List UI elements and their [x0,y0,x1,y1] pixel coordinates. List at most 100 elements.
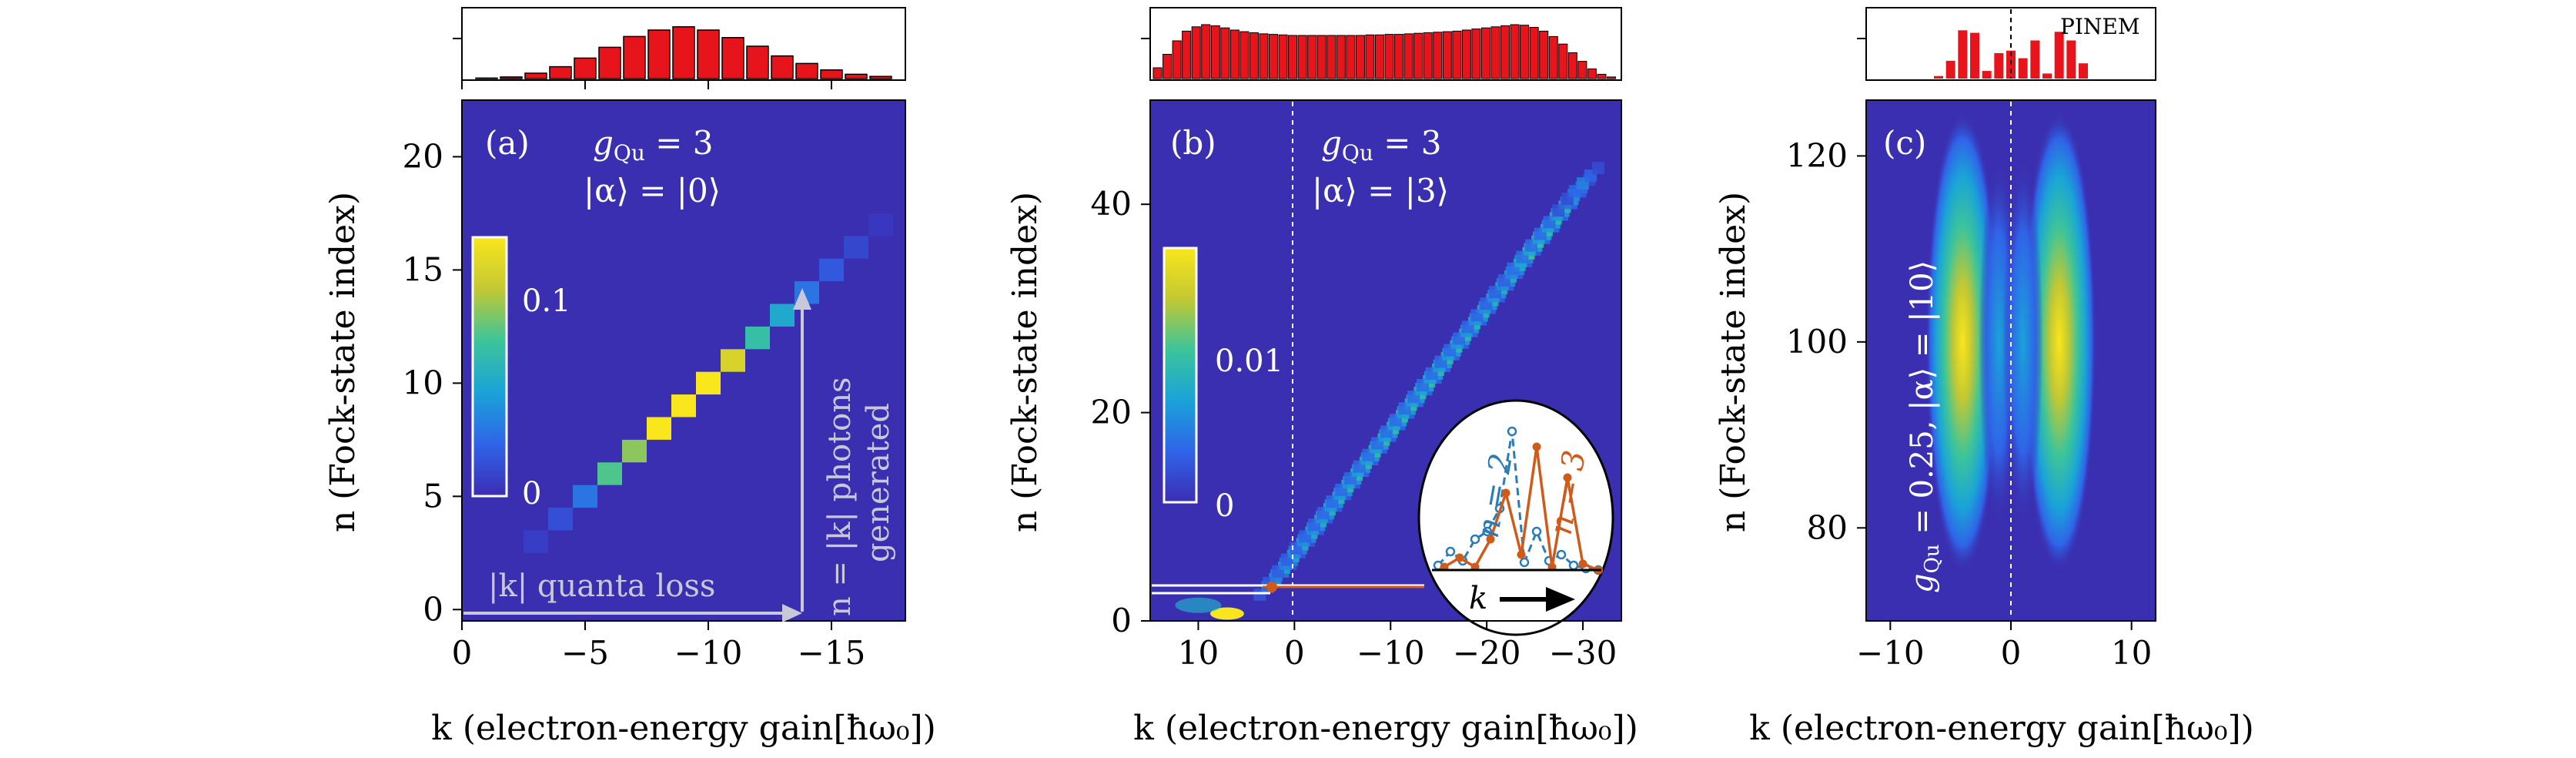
y-tick-label: 120 [1786,136,1848,174]
marginal-bar [2054,32,2064,79]
marginal-bar [2030,40,2040,79]
panel-b-param-line1: gQu = 3 [1321,124,1442,166]
inset-point-n3 [1578,559,1587,568]
inset-point-n3 [1486,535,1495,544]
marginal-bar [1970,32,1979,79]
marginal-bar [549,65,572,79]
inset-point-n3 [1563,473,1572,482]
marginal-bar [1269,34,1279,79]
marginal-bar [1413,32,1423,79]
heatmap-cell [696,371,721,395]
x-tick-label: −10 [1856,634,1925,672]
x-tick-label: 10 [1178,634,1219,672]
marginal-bar [1326,35,1337,79]
marginal-bar [1239,31,1250,79]
panel-b-ylabel: n (Fock-state index) [1005,192,1045,532]
marginal-bar [820,69,843,79]
x-tick-label: −5 [561,634,609,672]
marginal-bar [1558,43,1568,79]
marginal-bar [1452,30,1462,79]
marginal-bar [1548,35,1558,79]
marginal-bar [1442,31,1452,79]
marginal-bar [1587,68,1597,79]
y-tick-label: 20 [403,137,443,175]
panel-b-colorbar-tick-low: 0 [1215,488,1234,524]
marginal-bar [1982,71,1992,79]
marginal-bar [1278,34,1288,79]
panel-b-param-line2: |α⟩ = |3⟩ [1312,172,1449,210]
panel-c-param-vertical: gQu = 0.25, |α⟩ = |10⟩ [1905,260,1944,593]
marginal-bar [746,45,769,79]
heatmap-cell [745,326,770,350]
x-tick-label: −20 [1453,634,1521,672]
x-tick-label: 10 [2111,634,2152,672]
marginal-bar [869,75,892,79]
marginal-bar [1355,35,1365,79]
panel-a-axes: 0 −5 −10 −15 0 5 10 15 20 [403,38,866,672]
marginal-bar [1480,27,1490,79]
x-tick-label: −10 [674,634,743,672]
panel-a-loss-arrowhead [782,604,802,622]
panel-a-label: (a) [485,124,530,162]
panel-b-label: (b) [1170,124,1216,162]
inset-point-n2 [1507,426,1517,437]
panel-b-inset-k: k [1469,581,1487,616]
marginal-bar [1249,32,1259,79]
marginal-bar [2079,63,2088,79]
panel-c-ylabel: n (Fock-state index) [1714,192,1753,532]
panel-b-inset-k-arrowhead [1546,587,1575,612]
panel-a-gen-annotation-line1: n = |k| photons [822,377,858,616]
panel-b-axes: 10 0 −10 −20 −30 0 20 40 [1091,38,1618,672]
marginal-bar [795,62,818,79]
marginal-bar [2018,58,2028,79]
marginal-bar [1471,29,1481,79]
x-tick-label: −15 [798,634,866,672]
y-tick-label: 40 [1091,185,1132,223]
marginal-bar [1394,34,1404,79]
marginal-bar [1307,35,1317,79]
y-tick-label: 0 [423,590,443,628]
heatmap-cell [597,462,622,485]
marginal-bar [647,29,671,79]
heatmap-cell [819,258,844,282]
marginal-bar [1297,35,1307,79]
heatmap-cell [671,394,696,418]
marginal-bar [1945,60,1955,79]
panel-a-colorbar-tick-high: 0.1 [522,283,571,319]
marginal-bar [475,77,498,79]
inset-point-n2 [1445,546,1456,557]
inset-point-n3 [1517,550,1526,559]
marginal-bar [623,35,646,79]
y-tick-label: 100 [1786,323,1848,361]
panel-b-colorbar [1163,247,1198,504]
marginal-bar [1220,27,1230,79]
panel-a-ylabel: n (Fock-state index) [323,192,363,532]
marginal-bar [1958,30,1968,79]
marginal-bar [1346,35,1356,79]
marginal-bar [1153,67,1163,79]
marginal-bar [524,72,547,79]
marginal-bar [1182,30,1192,79]
marginal-bar [1288,35,1298,79]
x-tick-label: −30 [1549,634,1618,672]
panel-c-pinem-label: PINEM [2060,14,2140,39]
x-tick-label: 0 [452,634,473,672]
panel-a-param-line1: gQu = 3 [593,124,714,166]
panel-c: PINEM (c) gQu = 0.25, |α⟩ = |10⟩ −10 0 10 8… [1714,7,2254,748]
marginal-bar [1191,26,1201,79]
panel-c-heatmap-lobes [1925,110,2096,573]
heatmap-cell [622,439,647,463]
inset-point-n2 [1556,549,1567,560]
inset-point-n3 [1532,442,1541,451]
inset-point-n3 [1501,488,1510,498]
panel-a-marginal-bars [475,26,892,79]
panel-b: 0.01 0 (b) gQu = 3 |α⟩ = |3⟩ n = 2 n = 3… [1005,7,1638,748]
marginal-bar [574,57,597,79]
panel-a-param-line2: |α⟩ = |0⟩ [584,172,721,210]
panel-c-xlabel: k (electron-energy gain[ħω₀]) [1749,709,2254,748]
marginal-bar [697,29,720,79]
panel-b-heatmap-ridge [1175,162,1605,620]
x-tick-label: 0 [1284,634,1305,672]
marginal-bar [1365,34,1375,79]
y-tick-label: 80 [1807,508,1848,546]
